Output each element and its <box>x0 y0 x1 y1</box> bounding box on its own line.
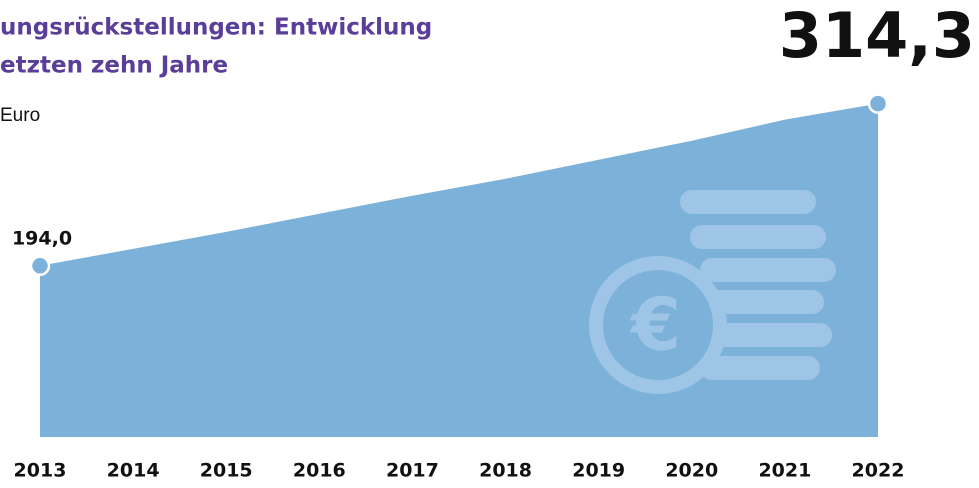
chart-title: etzten zehn Jahre <box>0 53 228 79</box>
x-tick-label: 2013 <box>14 460 67 482</box>
chart-title: ungsrückstellungen: Entwicklung <box>0 15 432 41</box>
labels: 194,0 314,3 2013 2014 2015 2016 2017 2018 2019 20… <box>12 0 975 482</box>
chart-subtitle: Euro <box>0 105 40 126</box>
x-tick-label: 2020 <box>665 460 718 482</box>
data-point <box>29 255 51 277</box>
value-label: 314,3 <box>779 0 975 72</box>
x-tick-label: 2022 <box>852 460 905 482</box>
data-point <box>867 93 889 114</box>
x-tick-label: 2018 <box>479 460 532 482</box>
x-tick-label: 2014 <box>107 460 160 482</box>
svg-text:€: € <box>629 283 681 367</box>
value-label: 194,0 <box>12 227 72 249</box>
x-tick-label: 2021 <box>758 460 811 482</box>
coin-icon: € <box>589 190 836 394</box>
x-tick-label: 2019 <box>572 460 625 482</box>
x-tick-label: 2015 <box>200 460 253 482</box>
x-tick-label: 2016 <box>293 460 346 482</box>
x-tick-label: 2017 <box>386 460 439 482</box>
